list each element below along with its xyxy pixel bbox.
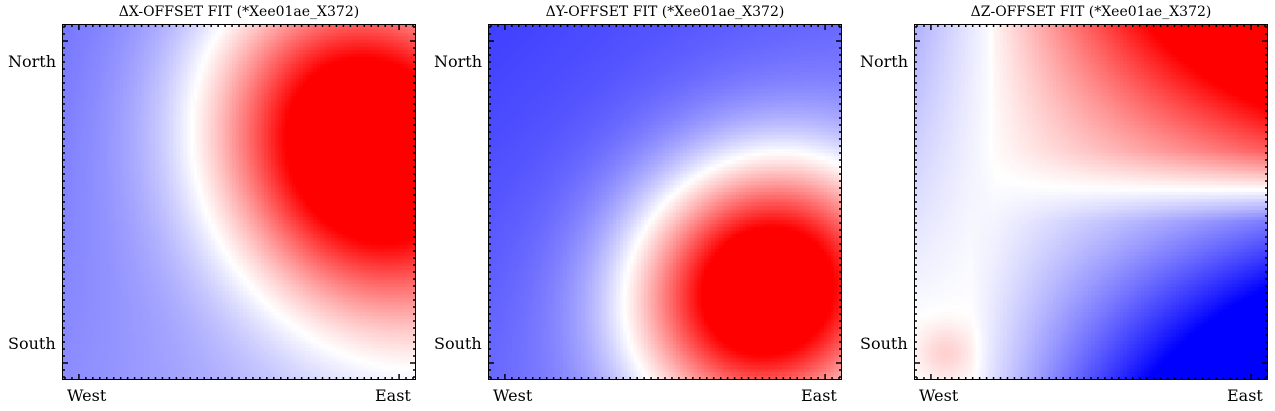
y-tick-label-north: North: [8, 52, 57, 71]
y-tick-label-north: North: [860, 52, 909, 71]
y-tick-label-north: North: [434, 52, 483, 71]
x-tick-label-west: West: [67, 386, 107, 405]
panel-dy: ΔY-OFFSET FIT (*Xee01ae_X372) North Sout…: [426, 0, 846, 411]
heatmap-canvas: [63, 25, 415, 379]
y-tick-label-south: South: [860, 334, 908, 353]
chart-title: ΔX-OFFSET FIT (*Xee01ae_X372): [118, 4, 360, 20]
panel-dz: ΔZ-OFFSET FIT (*Xee01ae_X372) North Sout…: [852, 0, 1272, 411]
chart-title: ΔZ-OFFSET FIT (*Xee01ae_X372): [970, 4, 1212, 20]
panel-dx: ΔX-OFFSET FIT (*Xee01ae_X372) North Sout…: [0, 0, 420, 411]
y-tick-label-south: South: [434, 334, 482, 353]
x-tick-label-east: East: [1227, 386, 1263, 405]
heatmap-plot: [62, 24, 416, 380]
heatmap-plot: [914, 24, 1268, 380]
heatmap-plot: [488, 24, 842, 380]
x-tick-label-west: West: [919, 386, 959, 405]
x-tick-label-east: East: [375, 386, 411, 405]
x-tick-label-west: West: [493, 386, 533, 405]
chart-title: ΔY-OFFSET FIT (*Xee01ae_X372): [545, 4, 785, 20]
heatmap-canvas: [915, 25, 1267, 379]
heatmap-canvas: [489, 25, 841, 379]
y-tick-label-south: South: [8, 334, 56, 353]
x-tick-label-east: East: [801, 386, 837, 405]
